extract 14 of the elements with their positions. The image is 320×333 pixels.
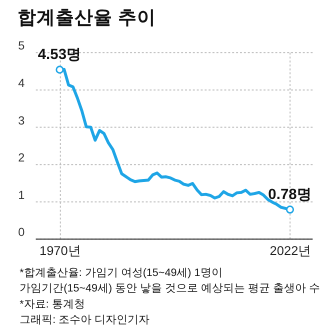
y-tick-label: 0: [18, 226, 26, 240]
text: 그래픽: 조수아 디자인기자: [20, 314, 150, 326]
text: *합계출산율: 가임기 여성(15~49세) 1명이 가임기간(15~49세) 동안 낳을 것으로 예상되는 평균 출생아 수: [20, 266, 320, 295]
y-tick-label: 2: [18, 152, 25, 165]
y-tick-label: 1: [18, 188, 25, 202]
y-tick-label: 5: [18, 40, 26, 53]
text: *자료: 통계청: [20, 298, 85, 310]
x-tick-label: 1970년: [40, 242, 81, 258]
y-tick-label: 3: [18, 114, 26, 128]
x-tick-label: 2022년: [270, 242, 312, 258]
chart-title: 합계출산율 추이: [18, 6, 156, 28]
annotation: 0.78명: [268, 186, 312, 203]
y-tick-label: 4: [18, 77, 26, 90]
annotation: 4.53명: [38, 46, 82, 63]
